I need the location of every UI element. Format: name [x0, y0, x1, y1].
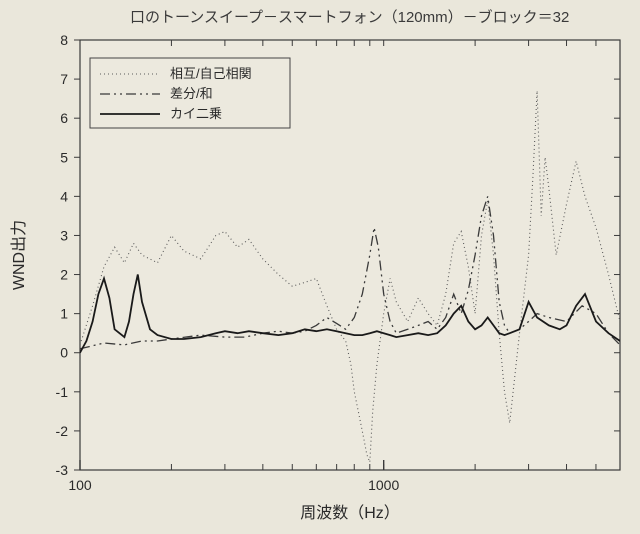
- y-tick-label: 6: [60, 110, 68, 126]
- y-tick-label: 4: [60, 188, 68, 204]
- chart-title: 口のトーンスイープ－スマートフォン（120mm）－ブロック＝32: [130, 8, 569, 26]
- y-tick-label: -1: [56, 384, 69, 400]
- legend-label: 差分/和: [170, 86, 213, 101]
- y-tick-label: -3: [56, 462, 69, 478]
- y-tick-label: 3: [60, 227, 68, 243]
- line-chart: -3 -2 -1 0 1 2 3 4 5 6 7 8 100 1000 口のトーンスイープ－スマートフォン（…: [0, 0, 640, 534]
- y-tick-label: 5: [60, 149, 68, 165]
- y-axis-label: WND出力: [10, 220, 28, 290]
- legend-label: 相互/自己相関: [170, 66, 252, 81]
- legend-label: カイ二乗: [170, 106, 222, 121]
- x-axis-label: 周波数（Hz）: [300, 504, 400, 522]
- y-tick-label: 1: [60, 306, 68, 322]
- y-tick-label: 0: [60, 345, 68, 361]
- y-tick-label: -2: [56, 423, 69, 439]
- y-tick-label: 2: [60, 267, 68, 283]
- y-tick-label: 7: [60, 71, 68, 87]
- x-tick-label: 100: [68, 477, 92, 493]
- y-tick-label: 8: [60, 32, 68, 48]
- x-tick-label: 1000: [368, 477, 399, 493]
